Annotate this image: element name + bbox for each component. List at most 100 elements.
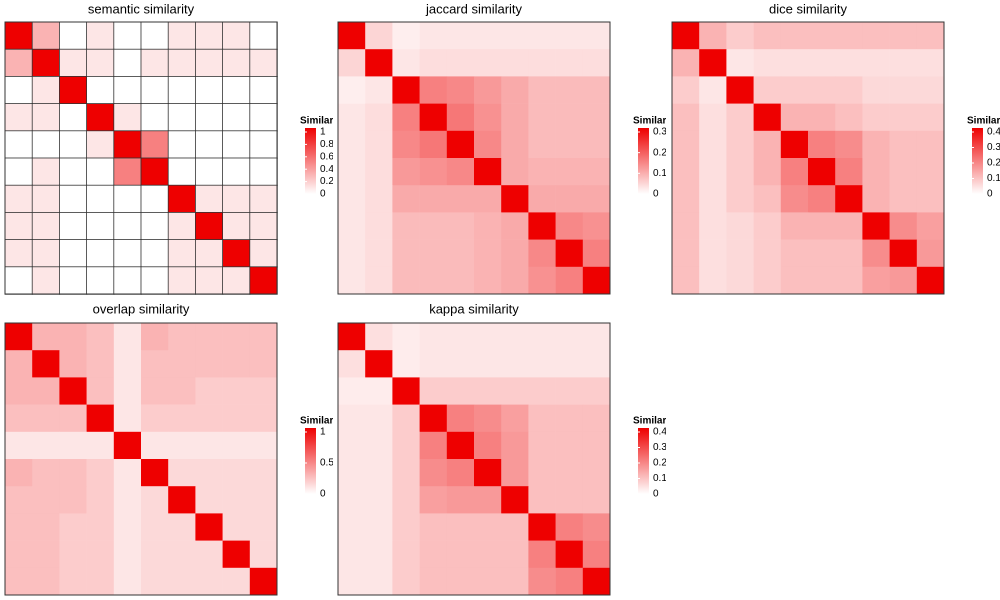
heat-cell (501, 49, 529, 77)
heat-cell (753, 185, 782, 213)
heat-cell (835, 158, 863, 186)
heat-cell (446, 459, 475, 487)
heat-cell (916, 103, 945, 132)
heat-cell (222, 103, 251, 132)
heat-cell (780, 185, 809, 213)
heat-cell (392, 377, 420, 405)
heat-cell (726, 158, 754, 186)
heat-cell (419, 377, 448, 405)
heat-cell (419, 130, 448, 159)
heat-cell (141, 567, 169, 596)
heat-cell (501, 404, 529, 433)
heat-cell (5, 404, 33, 433)
heat-cell (5, 567, 33, 596)
heat-cell (365, 350, 393, 378)
heat-cell (365, 266, 393, 295)
heat-cell (835, 185, 863, 213)
heat-cell (780, 239, 809, 268)
heat-cell (222, 567, 251, 596)
heat-cell (113, 48, 142, 78)
heat-cell (141, 431, 169, 460)
heat-cell (5, 350, 33, 378)
heat-cell (195, 404, 223, 433)
legend-tick-label: 0.8 (320, 139, 333, 150)
heat-cell (392, 323, 420, 351)
heat-cell (32, 567, 60, 596)
heat-cell (862, 130, 890, 159)
heat-cell (392, 513, 420, 541)
heat-cell (446, 567, 475, 596)
heat-cell (726, 22, 754, 50)
heat-cell (32, 377, 60, 405)
heat-cell (808, 103, 836, 132)
panel-border (4, 322, 278, 596)
heat-cell (194, 184, 224, 214)
heat-cell (392, 266, 420, 295)
heat-cell (474, 22, 502, 50)
heat-cell (916, 49, 945, 77)
heat-cell (195, 486, 223, 514)
heat-cell (32, 540, 60, 569)
heat-cell (141, 323, 169, 351)
heat-cell (167, 184, 197, 214)
heat-cell (753, 239, 782, 268)
heat-cell (780, 76, 809, 104)
heat-cell (582, 185, 611, 213)
heat-cell (249, 48, 278, 78)
heat-cell (582, 377, 611, 405)
panel: kappa similarity Similarity 0 0.1 0.2 0.3 0.4 (337, 301, 666, 596)
panel-title: kappa similarity (429, 301, 519, 316)
heat-cell (835, 130, 863, 159)
heat-cell (222, 266, 251, 295)
heat-cell (916, 212, 945, 240)
heat-cell (338, 130, 366, 159)
heat-cell (582, 103, 611, 132)
heat-cell (86, 184, 115, 214)
heat-cell (916, 266, 945, 295)
heat-cell (365, 212, 393, 240)
heat-cell (501, 350, 529, 378)
heat-cell (672, 266, 700, 295)
heat-cell (501, 239, 529, 268)
heat-cell (338, 103, 366, 132)
heat-cell (113, 431, 142, 460)
heat-cell (249, 567, 278, 596)
heat-cell (338, 567, 366, 596)
heat-cell (555, 76, 584, 104)
heat-cell (780, 158, 809, 186)
heat-cell (501, 486, 529, 514)
legend-title: Similarity (633, 116, 666, 127)
heat-cell (835, 49, 863, 77)
heat-cell (555, 486, 584, 514)
heat-cell (168, 323, 196, 351)
heat-cell (365, 76, 393, 104)
panel: overlap similarity Similarity 0 0.5 1 (4, 301, 333, 596)
heat-cell (528, 459, 556, 487)
heat-cell (889, 76, 918, 104)
panel-title: jaccard similarity (425, 1, 523, 16)
heat-cell (699, 49, 727, 77)
heat-cell (338, 158, 366, 186)
heat-cell (113, 130, 142, 159)
heat-cell (59, 266, 88, 295)
heat-cell (392, 431, 420, 460)
heat-cell (249, 431, 278, 460)
heat-cell (222, 211, 251, 241)
heat-cell (726, 130, 754, 159)
heat-cell (726, 266, 754, 295)
heat-cell (446, 377, 475, 405)
heat-cell (338, 459, 366, 487)
heat-cell (338, 49, 366, 77)
panel: semantic similarity Similarity 0 0.20.4 0.60… (4, 1, 333, 295)
heat-cell (419, 431, 448, 460)
heat-cell (419, 486, 448, 514)
heat-cell (249, 323, 278, 351)
heat-cell (59, 103, 88, 132)
heat-cell (835, 212, 863, 240)
heat-cell (31, 103, 61, 132)
heat-cell (889, 239, 918, 268)
panel-title: semantic similarity (88, 1, 195, 16)
heat-cell (419, 323, 448, 351)
heat-cell (249, 211, 278, 241)
heat-cell (113, 540, 142, 569)
